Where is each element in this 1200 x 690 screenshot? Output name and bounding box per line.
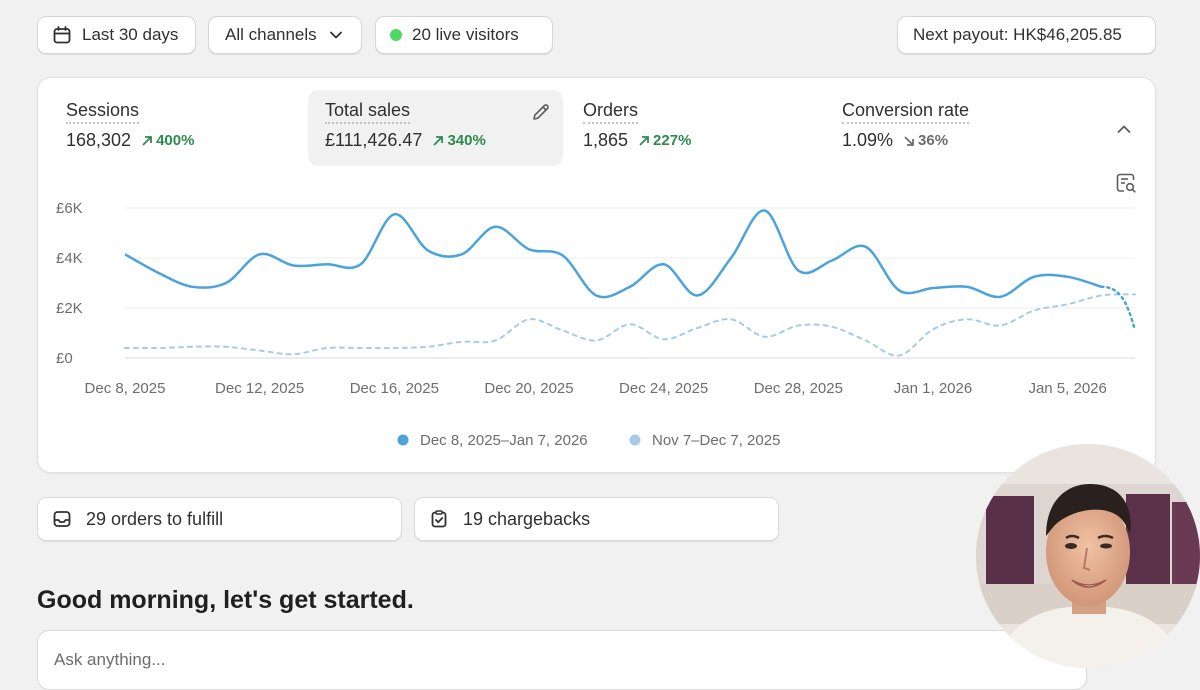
metric-label: Orders <box>583 100 639 124</box>
x-tick-label: Jan 5, 2026 <box>1028 380 1106 397</box>
live-visitors-label: 20 live visitors <box>412 25 519 44</box>
channels-label: All channels <box>225 25 317 44</box>
live-visitors-button[interactable]: 20 live visitors <box>375 16 553 54</box>
series-line-primary-incomplete <box>1100 285 1137 332</box>
x-tick-label: Dec 28, 2025 <box>754 380 843 397</box>
x-tick-label: Dec 24, 2025 <box>619 380 708 397</box>
sales-chart: £0 £2K £4K £6K Dec 8, 2025 Dec 12, 2025 Dec 16… <box>56 200 1137 449</box>
metric-label: Sessions <box>66 100 140 124</box>
y-tick-label: £6K <box>56 200 83 217</box>
arrow-up-right-icon <box>433 135 444 146</box>
metric-label: Total sales <box>325 100 411 124</box>
payout-button[interactable]: Next payout: HK$46,205.85 <box>897 16 1156 54</box>
calendar-icon <box>53 26 71 44</box>
metric-change: 36% <box>903 132 948 149</box>
greeting-heading: Good morning, let's get started. <box>37 586 414 614</box>
live-status-dot <box>390 29 402 41</box>
webcam-overlay <box>976 444 1200 668</box>
pencil-icon[interactable] <box>531 102 551 122</box>
analytics-card: Sessions 168,302 400% Total sales £111,4… <box>37 77 1156 473</box>
inbox-icon <box>53 511 71 527</box>
legend-label[interactable]: Dec 8, 2025–Jan 7, 2026 <box>420 432 588 449</box>
x-tick-label: Dec 12, 2025 <box>215 380 304 397</box>
channels-dropdown[interactable]: All channels <box>208 16 362 54</box>
chargebacks-label: 19 chargebacks <box>463 508 591 529</box>
x-tick-label: Dec 16, 2025 <box>350 380 439 397</box>
x-tick-label: Dec 20, 2025 <box>484 380 573 397</box>
metric-conversion-rate[interactable]: Conversion rate 1.09% 36% <box>825 90 1080 166</box>
payout-label: Next payout: HK$46,205.85 <box>913 25 1122 44</box>
arrow-up-right-icon <box>142 135 152 146</box>
arrow-up-right-icon <box>639 135 649 146</box>
chevron-down-icon <box>329 31 342 39</box>
metric-value: 1.09% <box>842 130 894 150</box>
metric-change: 340% <box>432 132 486 149</box>
orders-to-fulfill-label: 29 orders to fulfill <box>86 508 224 529</box>
metric-sessions[interactable]: Sessions 168,302 400% <box>49 90 304 166</box>
orders-to-fulfill-button[interactable]: 29 orders to fulfill <box>37 497 402 541</box>
metric-value: 1,865 <box>583 130 629 150</box>
metric-change: 227% <box>638 132 691 149</box>
legend-swatch <box>629 434 641 446</box>
legend-swatch <box>397 434 409 446</box>
series-line-primary <box>124 209 1102 299</box>
ask-anything-input[interactable] <box>37 630 1087 690</box>
metric-label: Conversion rate <box>842 100 970 124</box>
metric-orders[interactable]: Orders 1,865 227% <box>566 90 821 166</box>
presenter-video-frame <box>976 444 1200 668</box>
date-range-label: Last 30 days <box>82 25 179 44</box>
clipboard-check-icon <box>431 510 447 528</box>
metric-total-sales[interactable]: Total sales £111,426.47 340% <box>308 90 563 166</box>
y-tick-label: £2K <box>56 300 83 317</box>
series-line-comparison <box>124 293 1136 357</box>
x-tick-label: Jan 1, 2026 <box>894 380 972 397</box>
metric-change: 400% <box>141 132 194 149</box>
arrow-down-right-icon <box>904 135 914 146</box>
y-tick-label: £4K <box>56 250 83 267</box>
y-tick-label: £0 <box>56 350 73 367</box>
legend-label[interactable]: Nov 7–Dec 7, 2025 <box>652 432 780 449</box>
metric-value: 168,302 <box>66 130 132 150</box>
x-tick-label: Dec 8, 2025 <box>85 380 166 397</box>
metric-value: £111,426.47 <box>325 130 423 150</box>
collapse-chevron-up-icon[interactable] <box>1116 121 1132 137</box>
date-range-button[interactable]: Last 30 days <box>37 16 196 54</box>
chart-search-icon[interactable] <box>1115 172 1137 194</box>
chargebacks-button[interactable]: 19 chargebacks <box>414 497 779 541</box>
